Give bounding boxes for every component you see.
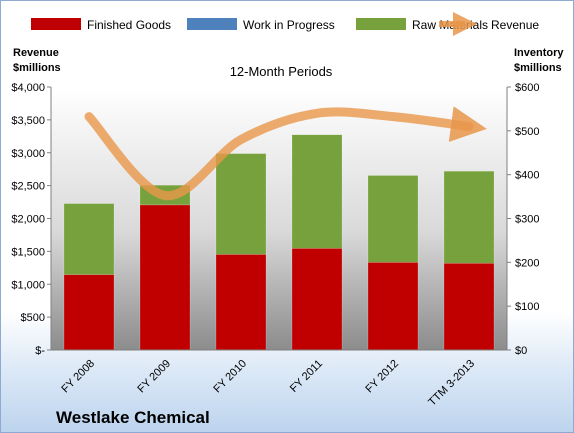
legend-label-work-in-progress: Work in Progress xyxy=(243,18,335,32)
left-axis-title-line2: $millions xyxy=(13,62,61,74)
right-axis-title-line1: Inventory xyxy=(514,47,564,59)
right-tick-label: $300 xyxy=(515,214,539,226)
right-tick-label: $100 xyxy=(515,301,539,313)
legend-swatch-raw-materials xyxy=(356,18,406,30)
legend-label-finished-goods: Finished Goods xyxy=(87,18,171,32)
left-axis: $- $500 $1,000 $1,500 $2,000 $2,500 $3,000 $3,5… xyxy=(11,82,52,357)
revenue-series xyxy=(84,106,487,201)
legend-swatch-work-in-progress xyxy=(187,18,237,30)
right-tick-label: $0 xyxy=(515,345,527,357)
right-tick-label: $200 xyxy=(515,257,539,269)
bar-raw-materials-fy-2012 xyxy=(367,175,419,263)
right-axis-title-line2: $millions xyxy=(514,62,562,74)
left-tick-label: $4,000 xyxy=(11,82,45,94)
x-axis: FY 2008 FY 2009 FY 2010 FY 2011 FY 2012 TTM 3… xyxy=(51,349,507,409)
bar-raw-materials-fy-2008 xyxy=(63,203,115,275)
x-tick-label: FY 2008 xyxy=(59,358,97,396)
bar-raw-materials-ttm-3-2013 xyxy=(443,170,495,264)
bar-raw-materials-fy-2010 xyxy=(215,153,267,255)
company-name: Westlake Chemical xyxy=(56,408,210,427)
bar-finished-goods-fy-2010 xyxy=(215,254,267,351)
legend: Finished Goods Work in Progress Raw Mate… xyxy=(31,12,539,36)
bar-finished-goods-ttm-3-2013 xyxy=(443,262,495,351)
chart-title: 12-Month Periods xyxy=(230,64,333,79)
right-tick-label: $500 xyxy=(515,126,539,138)
bar-finished-goods-fy-2011 xyxy=(291,248,343,351)
left-tick-label: $500 xyxy=(21,312,45,324)
x-tick-label: FY 2011 xyxy=(288,358,325,395)
revenue-line xyxy=(84,106,487,201)
bars-group xyxy=(63,134,495,351)
left-tick-label: $3,500 xyxy=(11,115,45,127)
bar-finished-goods-fy-2012 xyxy=(367,262,419,351)
plot-area xyxy=(51,87,507,350)
legend-swatch-finished-goods xyxy=(31,18,81,30)
bar-finished-goods-fy-2009 xyxy=(139,204,191,351)
left-tick-label: $1,000 xyxy=(11,279,45,291)
left-tick-label: $1,500 xyxy=(11,246,45,258)
x-tick-label: TTM 3-2013 xyxy=(426,358,477,409)
left-tick-label: $- xyxy=(35,345,45,357)
right-axis: $0 $100 $200 $300 $400 $500 $600 xyxy=(506,82,539,357)
right-tick-label: $600 xyxy=(515,82,539,94)
legend-label-revenue: Revenue xyxy=(491,18,539,32)
x-tick-label: FY 2009 xyxy=(135,358,173,396)
x-tick-label: FY 2012 xyxy=(363,358,401,396)
left-tick-label: $3,000 xyxy=(11,148,45,160)
bar-raw-materials-fy-2011 xyxy=(291,134,343,249)
bar-finished-goods-fy-2008 xyxy=(63,274,115,351)
x-tick-label: FY 2010 xyxy=(211,358,249,396)
left-tick-label: $2,000 xyxy=(11,214,45,226)
left-tick-label: $2,500 xyxy=(11,181,45,193)
right-tick-label: $400 xyxy=(515,170,539,182)
left-axis-title-line1: Revenue xyxy=(13,47,59,59)
